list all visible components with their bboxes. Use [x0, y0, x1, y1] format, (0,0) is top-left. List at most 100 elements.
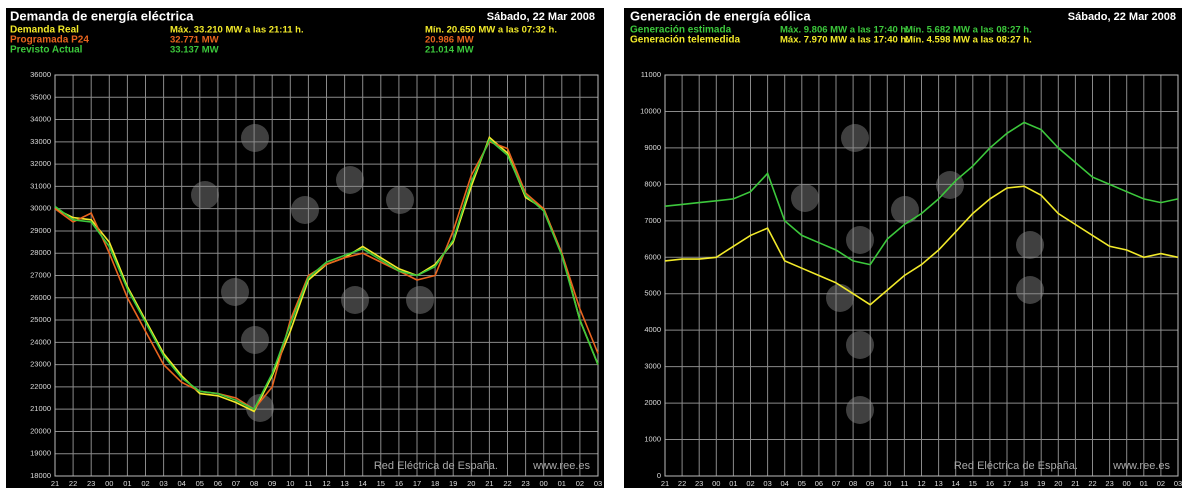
panel-bg: [624, 8, 1182, 488]
x-tick-label: 22: [503, 479, 511, 488]
y-tick-label: 7000: [644, 216, 661, 225]
y-tick-label: 6000: [644, 252, 661, 261]
x-tick-label: 23: [1105, 479, 1113, 488]
x-tick-label: 12: [322, 479, 330, 488]
x-tick-label: 01: [558, 479, 566, 488]
legend-entry: Programada P24: [10, 35, 89, 46]
x-tick-label: 20: [467, 479, 475, 488]
x-tick-label: 05: [798, 479, 806, 488]
x-tick-label: 18: [431, 479, 439, 488]
x-tick-label: 07: [832, 479, 840, 488]
y-tick-label: 8000: [644, 179, 661, 188]
x-tick-label: 18: [1020, 479, 1028, 488]
y-tick-label: 26000: [30, 293, 51, 302]
x-tick-label: 03: [763, 479, 771, 488]
x-tick-label: 14: [359, 479, 367, 488]
x-tick-label: 17: [413, 479, 421, 488]
x-tick-label: 00: [540, 479, 548, 488]
x-tick-label: 10: [883, 479, 891, 488]
x-tick-label: 09: [268, 479, 276, 488]
x-tick-label: 08: [250, 479, 258, 488]
max-label: 32.771 MW: [170, 35, 219, 46]
y-tick-label: 31000: [30, 181, 51, 190]
y-tick-label: 36000: [30, 70, 51, 79]
legend-entry: Previsto Actual: [10, 45, 83, 56]
chart-title: Demanda de energía eléctrica: [10, 8, 194, 23]
x-tick-label: 00: [105, 479, 113, 488]
x-tick-label: 13: [340, 479, 348, 488]
legend-entry: Generación telemedida: [630, 35, 740, 46]
y-tick-label: 27000: [30, 270, 51, 279]
y-tick-label: 28000: [30, 248, 51, 257]
y-tick-label: 18000: [30, 471, 51, 480]
x-tick-label: 04: [781, 479, 789, 488]
y-tick-label: 34000: [30, 115, 51, 124]
x-tick-label: 10: [286, 479, 294, 488]
y-tick-label: 35000: [30, 92, 51, 101]
x-tick-label: 16: [395, 479, 403, 488]
x-tick-label: 21: [1071, 479, 1079, 488]
min-label: Mín. 20.650 MW a las 07:32 h.: [425, 25, 557, 36]
source: Red Eléctrica de España.: [374, 460, 498, 472]
min-label: 21.014 MW: [425, 45, 474, 56]
x-tick-label: 13: [934, 479, 942, 488]
x-tick-label: 19: [449, 479, 457, 488]
y-tick-label: 23000: [30, 360, 51, 369]
x-tick-label: 11: [305, 479, 313, 488]
x-tick-label: 22: [69, 479, 77, 488]
x-tick-label: 03: [594, 479, 602, 488]
y-tick-label: 4000: [644, 325, 661, 334]
x-tick-label: 02: [576, 479, 584, 488]
x-tick-label: 23: [521, 479, 529, 488]
x-tick-label: 22: [678, 479, 686, 488]
url: www.ree.es: [1112, 460, 1170, 472]
x-tick-label: 15: [969, 479, 977, 488]
series-line: [664, 121, 1179, 266]
x-tick-label: 22: [1088, 479, 1096, 488]
legend-entry: Demanda Real: [10, 25, 79, 36]
x-tick-label: 01: [729, 479, 737, 488]
y-tick-label: 10000: [640, 106, 661, 115]
x-tick-label: 07: [232, 479, 240, 488]
url: www.ree.es: [532, 460, 590, 472]
y-tick-label: 30000: [30, 204, 51, 213]
y-tick-label: 5000: [644, 289, 661, 298]
panel-bg: [6, 8, 604, 488]
x-tick-label: 12: [917, 479, 925, 488]
x-tick-label: 05: [196, 479, 204, 488]
max-label: Máx. 7.970 MW a las 17:40 h.: [780, 35, 909, 46]
y-tick-label: 19000: [30, 449, 51, 458]
y-tick-label: 9000: [644, 143, 661, 152]
x-tick-label: 02: [141, 479, 149, 488]
x-tick-label: 20: [1054, 479, 1062, 488]
chart-date: Sábado, 22 Mar 2008: [487, 11, 595, 23]
y-tick-label: 24000: [30, 337, 51, 346]
x-tick-label: 21: [485, 479, 493, 488]
max-label: 33.137 MW: [170, 45, 219, 56]
min-label: 20.986 MW: [425, 35, 474, 46]
y-tick-label: 11000: [641, 70, 661, 79]
x-tick-label: 01: [123, 479, 131, 488]
y-tick-label: 21000: [30, 404, 51, 413]
y-tick-label: 0: [657, 471, 661, 480]
x-tick-label: 17: [1003, 479, 1011, 488]
x-tick-label: 02: [746, 479, 754, 488]
x-tick-label: 06: [214, 479, 222, 488]
min-label: Mín. 5.682 MW a las 08:27 h.: [905, 25, 1032, 36]
x-tick-label: 01: [1140, 479, 1148, 488]
x-tick-label: 08: [849, 479, 857, 488]
x-tick-label: 16: [986, 479, 994, 488]
y-tick-label: 29000: [30, 226, 51, 235]
y-tick-label: 32000: [30, 159, 51, 168]
y-tick-label: 33000: [30, 137, 51, 146]
y-tick-label: 3000: [644, 362, 661, 371]
y-tick-label: 20000: [30, 426, 51, 435]
series-line: [664, 185, 1179, 306]
source: Red Eléctrica de España.: [954, 460, 1078, 472]
max-label: Máx. 33.210 MW a las 21:11 h.: [170, 25, 304, 36]
min-label: Mín. 4.598 MW a las 08:27 h.: [905, 35, 1032, 46]
max-label: Máx. 9.806 MW a las 17:40 h.: [780, 25, 909, 36]
x-tick-label: 03: [1174, 479, 1182, 488]
x-tick-label: 23: [87, 479, 95, 488]
